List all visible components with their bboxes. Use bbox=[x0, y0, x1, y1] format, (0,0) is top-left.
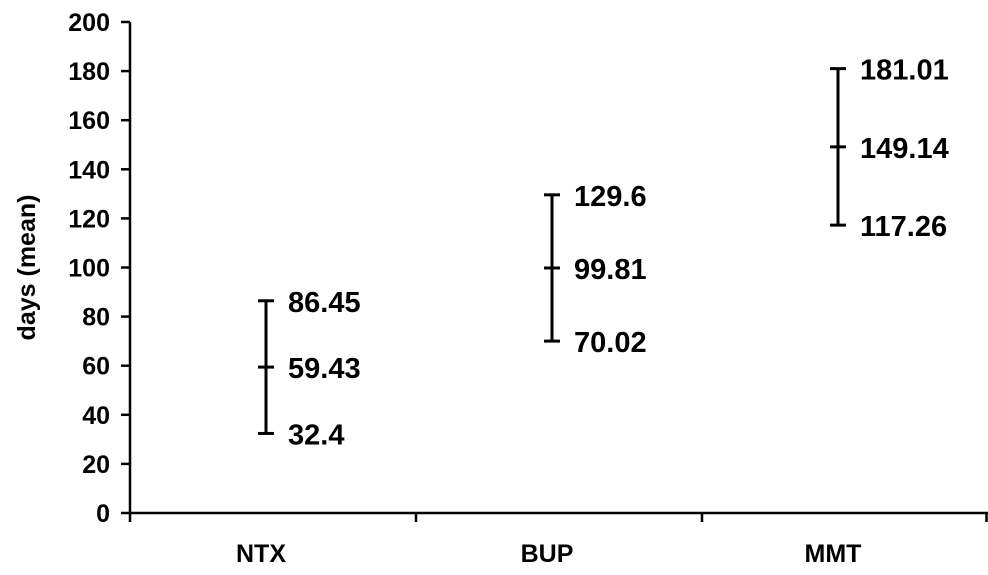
mean-value-label: 59.43 bbox=[288, 353, 361, 385]
y-tick-label: 120 bbox=[68, 205, 110, 233]
low-value-label: 70.02 bbox=[574, 327, 647, 359]
mean-value-label: 149.14 bbox=[860, 133, 949, 165]
y-axis: 0 20 40 60 80 100 120 140 160 180 200 bbox=[68, 9, 132, 528]
y-tick-label: 20 bbox=[82, 451, 110, 479]
y-tick-label: 200 bbox=[68, 9, 110, 37]
high-value-label: 86.45 bbox=[288, 287, 361, 319]
y-tick-label: 80 bbox=[82, 304, 110, 332]
x-category-label: MMT bbox=[805, 540, 862, 568]
x-category-label: NTX bbox=[236, 540, 286, 568]
y-axis-title: days (mean) bbox=[13, 195, 41, 341]
low-value-label: 117.26 bbox=[860, 211, 947, 243]
high-value-label: 181.01 bbox=[860, 55, 949, 87]
high-value-label: 129.6 bbox=[574, 181, 647, 213]
y-tick-label: 40 bbox=[82, 402, 110, 430]
y-tick-label: 180 bbox=[68, 58, 110, 86]
y-tick-label: 100 bbox=[68, 255, 110, 283]
x-axis: NTX BUP MMT bbox=[128, 511, 988, 568]
y-tick-label: 160 bbox=[68, 107, 110, 135]
low-value-label: 32.4 bbox=[288, 419, 344, 451]
y-tick-label: 60 bbox=[82, 353, 110, 381]
y-tick-label: 140 bbox=[68, 156, 110, 184]
mean-value-label: 99.81 bbox=[574, 254, 647, 286]
range-marks: 86.45 59.43 32.4 129.6 99.81 70.02 181.01 149.1… bbox=[258, 55, 949, 451]
x-category-label: BUP bbox=[521, 540, 574, 568]
y-tick-label: 0 bbox=[96, 500, 110, 528]
